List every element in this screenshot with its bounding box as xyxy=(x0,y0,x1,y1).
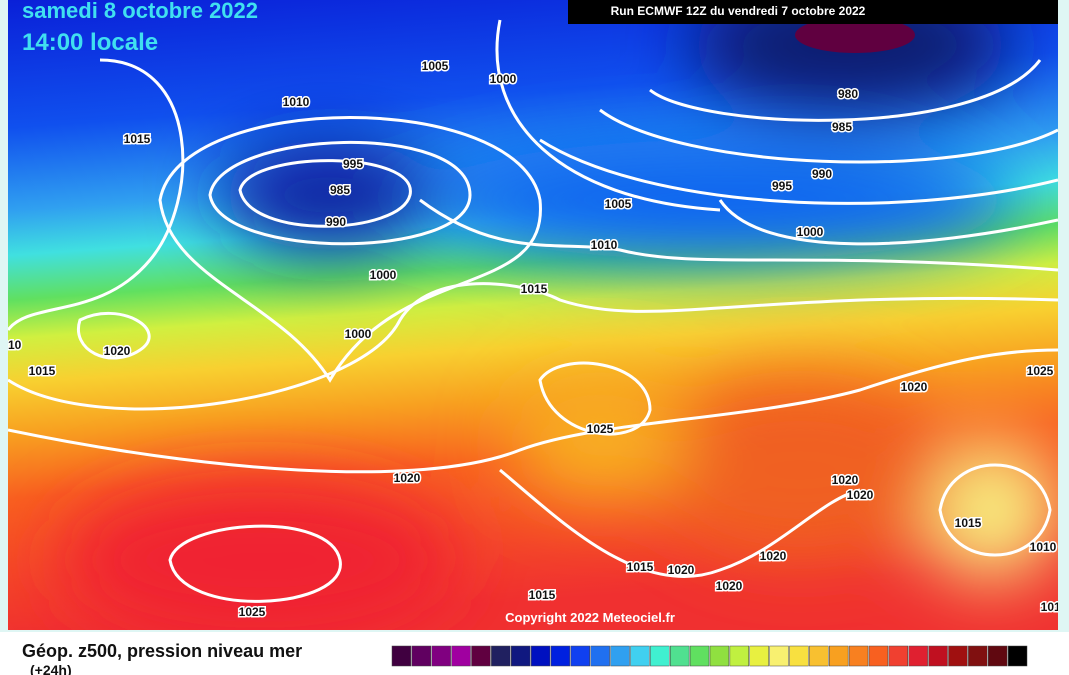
scale-swatch xyxy=(848,645,869,667)
isobar-label: 1010 xyxy=(591,238,618,252)
scale-swatch xyxy=(709,645,730,667)
copyright: Copyright 2022 Meteociel.fr xyxy=(505,610,675,625)
isobar-label: 1020 xyxy=(832,473,859,487)
scale-swatch xyxy=(411,645,431,667)
isobar-label: 1000 xyxy=(797,225,824,239)
isobar-labels: 1005 1000 1010 1015 995 985 990 980 985 990 995 100… xyxy=(0,58,1068,621)
isobar-label: 980 xyxy=(838,87,858,101)
isobar-label: 995 xyxy=(343,157,363,171)
scale-swatch xyxy=(431,645,451,667)
scale-swatch xyxy=(868,645,889,667)
scale-swatch xyxy=(451,645,471,667)
run-info: Run ECMWF 12Z du vendredi 7 octobre 2022 xyxy=(611,4,866,18)
scale-swatch xyxy=(550,645,571,667)
isobar-label: 1015 xyxy=(124,132,151,146)
isobar-label: 1020 xyxy=(901,380,928,394)
isobar-label: 1000 xyxy=(345,327,372,341)
scale-swatch xyxy=(689,645,710,667)
isobar-label: 1015 xyxy=(529,588,556,602)
isobar-label: 1010 xyxy=(1041,600,1068,614)
isobar-label: 1025 xyxy=(1027,364,1054,378)
isobar-label: 985 xyxy=(832,120,852,134)
scale-swatch xyxy=(729,645,749,667)
isobar-label: 1005 xyxy=(605,197,632,211)
footer-subtitle: (+24h) xyxy=(30,662,72,675)
low-core xyxy=(795,17,915,53)
scale-swatch xyxy=(471,645,491,667)
isobar-label: 985 xyxy=(330,183,350,197)
scale-swatch xyxy=(511,645,531,667)
isobar-label: 1010 xyxy=(283,95,310,109)
isobar-label: 995 xyxy=(772,179,792,193)
scale-swatch xyxy=(809,645,829,667)
isobar-label: 1000 xyxy=(370,268,397,282)
isobar-label: 1020 xyxy=(716,579,743,593)
scale-swatch xyxy=(530,645,551,667)
scale-swatch xyxy=(610,645,630,667)
isobar-label: 1020 xyxy=(104,344,131,358)
scale-swatch xyxy=(670,645,690,667)
scale-swatch xyxy=(769,645,789,667)
isobar-label: 1020 xyxy=(847,488,874,502)
isobar-label: 1010 xyxy=(1030,540,1057,554)
scale-swatch xyxy=(908,645,928,667)
map: 1005 1000 1010 1015 995 985 990 980 985 990 995 100… xyxy=(0,0,1068,630)
isobar-label: 1015 xyxy=(29,364,56,378)
scale-swatch xyxy=(391,645,412,667)
isobar-label: 1020 xyxy=(394,471,421,485)
isobar-label: 1010 xyxy=(0,338,22,352)
scale-swatch xyxy=(948,645,968,667)
isobar-label: 1025 xyxy=(587,422,614,436)
date: samedi 8 octobre 2022 xyxy=(22,0,258,23)
isobar-label: 1020 xyxy=(668,563,695,577)
scale-swatch xyxy=(590,645,610,667)
scale-swatch xyxy=(749,645,769,667)
isobar-label: 1000 xyxy=(490,72,517,86)
run-banner xyxy=(568,0,1058,24)
isobar-label: 1015 xyxy=(521,282,548,296)
isobar-label: 1020 xyxy=(760,549,787,563)
scale-swatch xyxy=(789,645,809,667)
scale-swatch xyxy=(650,645,670,667)
scale-swatch xyxy=(968,645,988,667)
isobars xyxy=(8,19,1058,603)
isobar-label: 990 xyxy=(812,167,832,181)
footer-title: Géop. z500, pression niveau mer xyxy=(22,641,302,661)
scale-swatch xyxy=(491,645,511,667)
scale-swatch xyxy=(1007,645,1028,667)
time: 14:00 locale xyxy=(22,29,158,56)
isobar-label: 1015 xyxy=(627,560,654,574)
isobar-label: 1015 xyxy=(955,516,982,530)
scale-swatch xyxy=(888,645,908,667)
isobar-label: 1025 xyxy=(239,605,266,619)
color-scale xyxy=(391,645,1028,667)
isobar-label: 990 xyxy=(326,215,346,229)
scale-swatch xyxy=(630,645,650,667)
scale-swatch xyxy=(829,645,849,667)
scale-swatch xyxy=(570,645,590,667)
scale-swatch xyxy=(988,645,1008,667)
isobar-label: 1005 xyxy=(422,59,449,73)
scale-swatch xyxy=(928,645,948,667)
